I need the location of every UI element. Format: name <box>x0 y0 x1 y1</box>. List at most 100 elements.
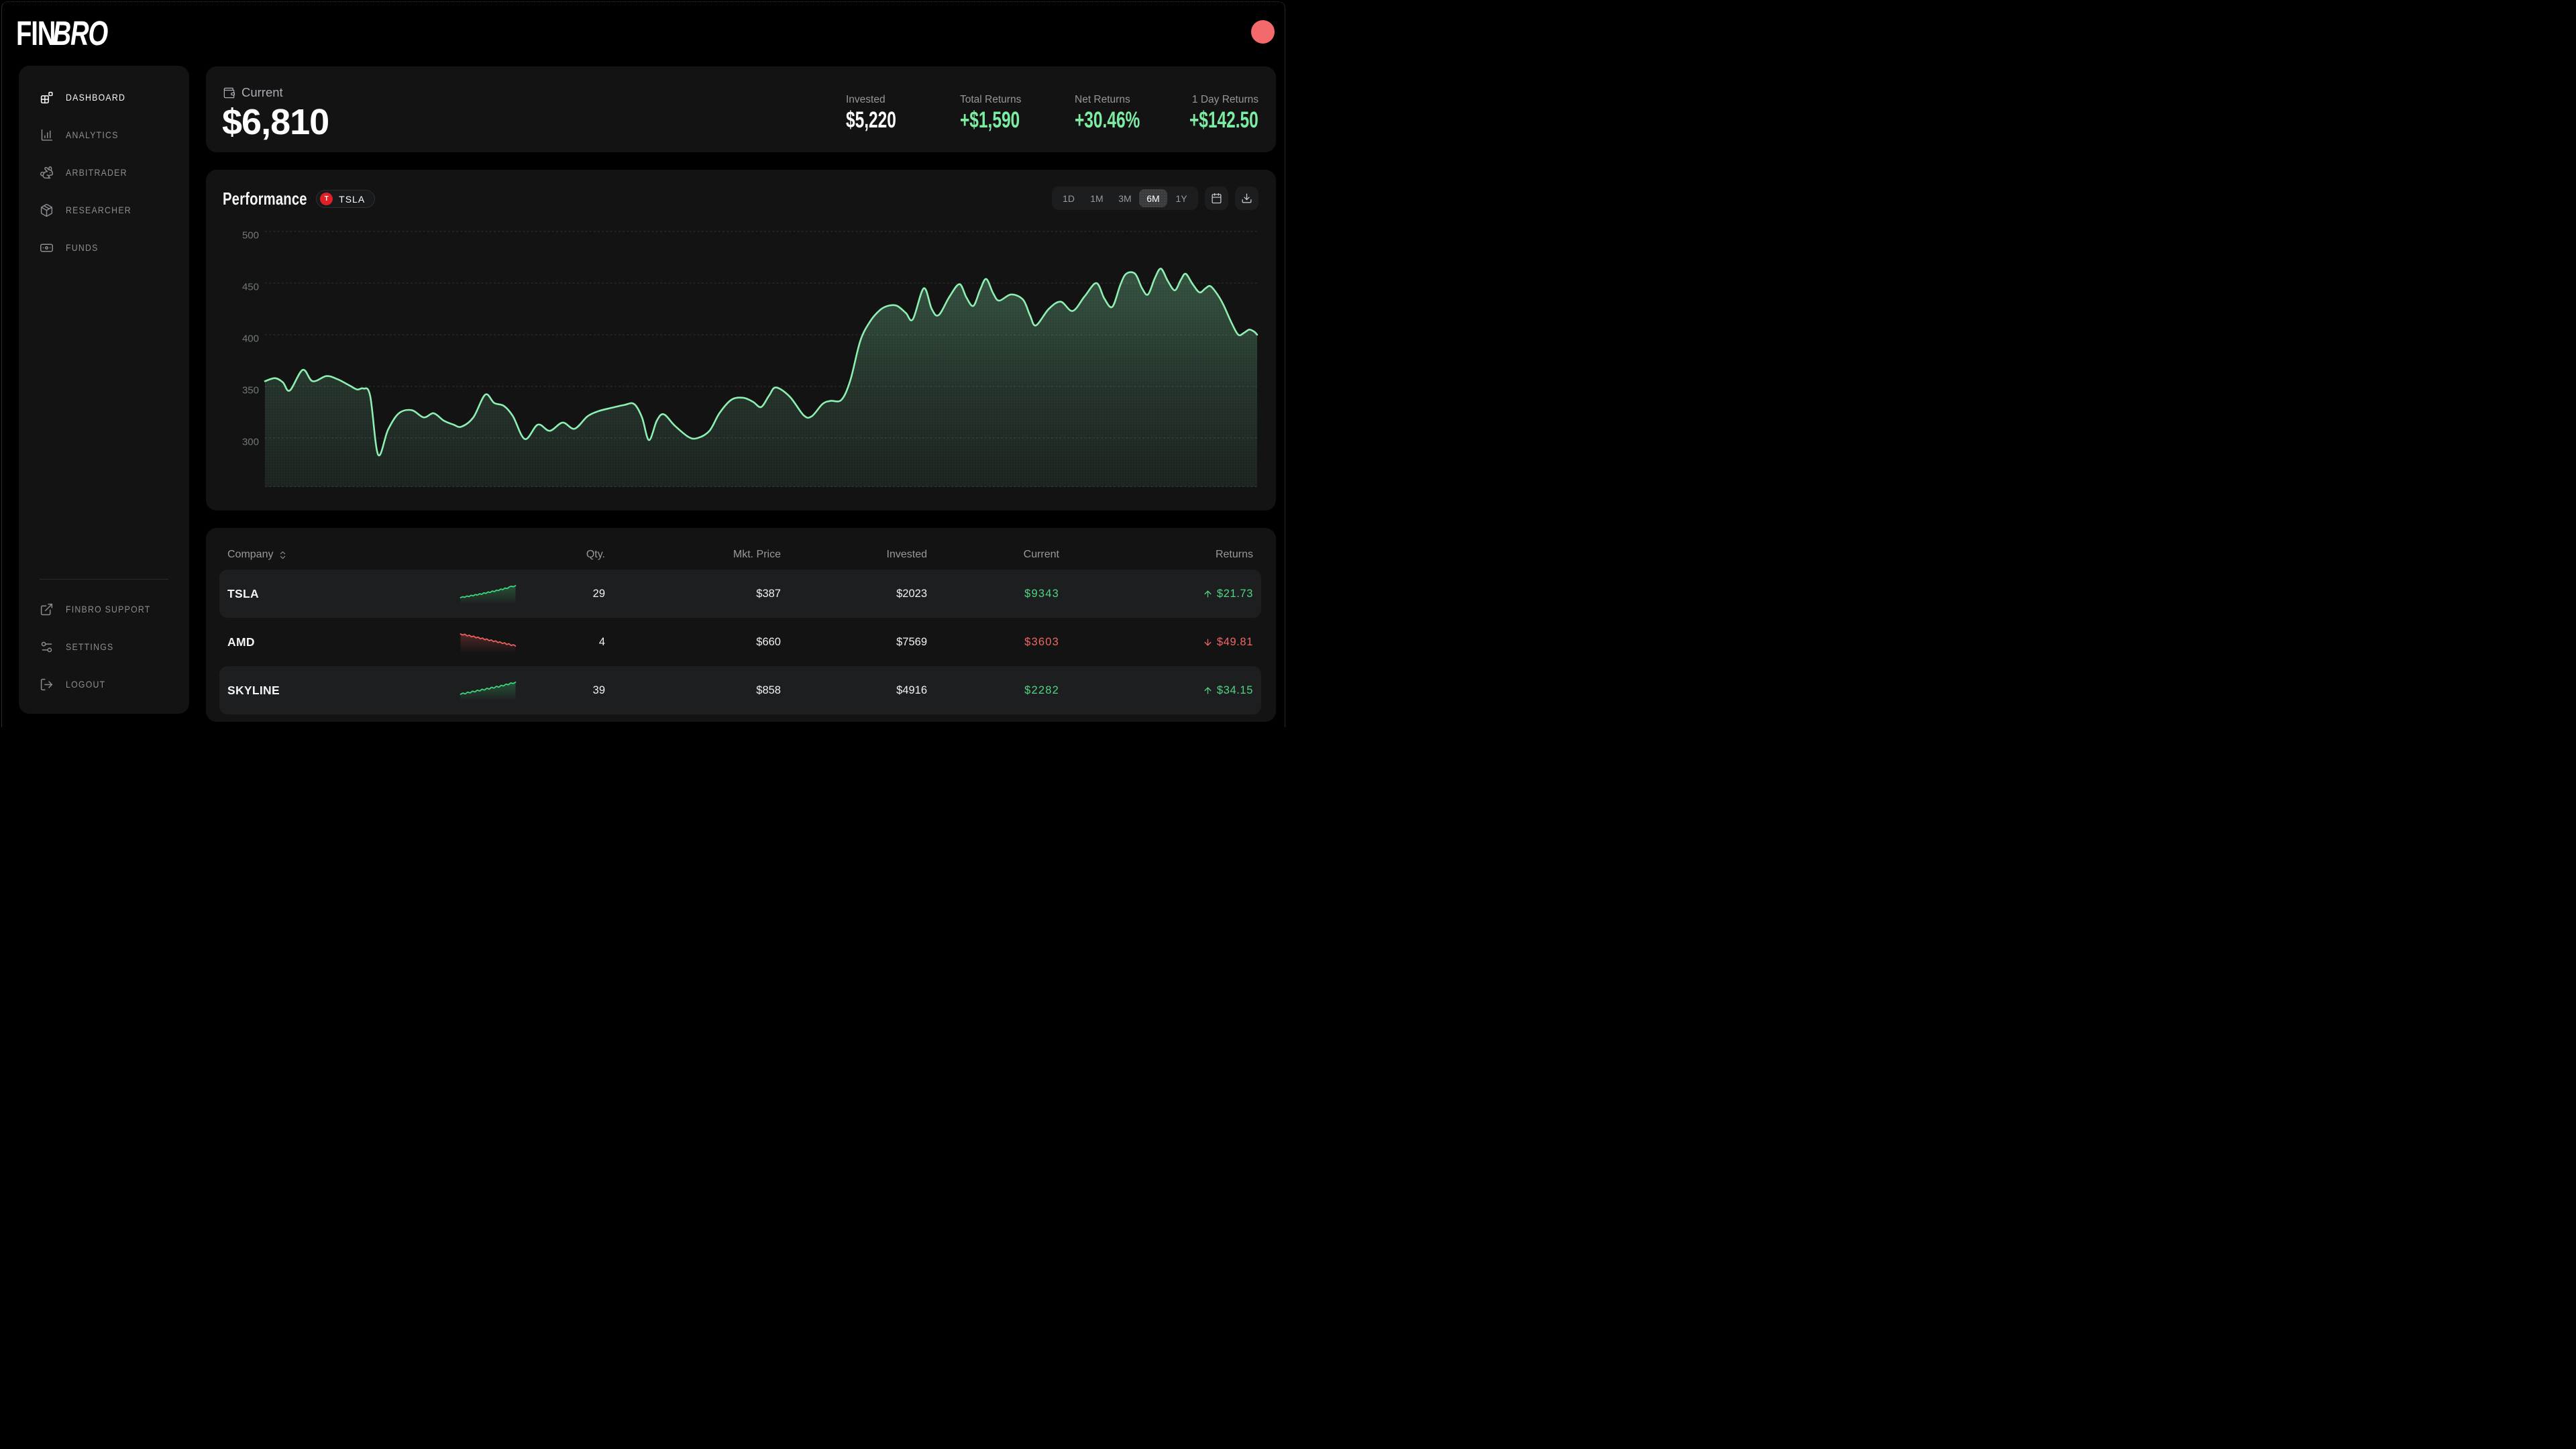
range-1D[interactable]: 1D <box>1063 193 1075 204</box>
cell-company: SKYLINE <box>227 683 280 697</box>
box-icon <box>40 203 53 217</box>
sparkline-up <box>460 682 517 700</box>
chart-svg <box>264 231 1258 487</box>
range-3M[interactable]: 3M <box>1118 193 1132 204</box>
cell-invested: $2023 <box>896 587 927 600</box>
ticker-logo: T <box>320 193 333 205</box>
sidebar-item-dashboard[interactable]: DASHBOARD <box>19 78 189 116</box>
sidebar-item-label: FINBRO SUPPORT <box>66 604 151 614</box>
rabbit-icon <box>40 166 53 178</box>
arrowUp-icon <box>1204 687 1212 694</box>
calendar-button[interactable] <box>1205 186 1228 210</box>
cell-company: TSLA <box>227 586 259 600</box>
cell-returns: $49.81 <box>1059 636 1253 649</box>
col-returns: Returns <box>1215 549 1253 560</box>
cell-sparkline <box>460 680 517 700</box>
range-6M[interactable]: 6M <box>1139 189 1167 207</box>
avatar[interactable] <box>1251 20 1275 44</box>
holding-row-amd[interactable]: AMD 4 $660 $7569 $3603 $49.81 <box>219 618 1261 666</box>
logout-icon <box>40 678 53 690</box>
holding-row-tsla[interactable]: TSLA 29 $387 $2023 $9343 $21.73 <box>219 570 1261 618</box>
calendar-icon <box>1212 193 1222 204</box>
sidebar-item-label: SETTINGS <box>66 641 114 652</box>
cell-sparkline <box>460 584 517 604</box>
cell-qty: 39 <box>592 684 605 696</box>
sidebar-item-label: DASHBOARD <box>66 92 126 103</box>
cell-returns: $21.73 <box>1059 588 1253 600</box>
col-invested: Invested <box>886 549 927 560</box>
arrowDown-icon <box>1204 639 1212 645</box>
range-selector: 1D 1M 3M 6M 1Y <box>1052 186 1198 210</box>
sort-icon <box>280 551 286 559</box>
cell-current: $3603 <box>1024 635 1059 648</box>
chart-area-dots <box>265 268 1257 487</box>
stat-label: 1 Day Returns <box>1191 94 1258 105</box>
download-button[interactable] <box>1235 186 1258 210</box>
sidebar-item-label: ARBITRADER <box>66 167 127 178</box>
sliders-icon <box>41 641 52 652</box>
stat-1-day-returns: 1 Day Returns +$142.50 <box>1163 94 1258 133</box>
external-icon <box>40 603 53 615</box>
cell-qty: 29 <box>592 587 605 600</box>
wallet-icon <box>223 87 235 98</box>
finbro-logo: FINBRO <box>16 13 108 53</box>
cell-company: AMD <box>227 635 255 649</box>
sidebar-item-settings[interactable]: SETTINGS <box>19 628 189 665</box>
range-1M[interactable]: 1M <box>1090 193 1104 204</box>
y-axis-label-350: 350 <box>241 384 259 396</box>
dashboard-icon <box>40 91 53 103</box>
sidebar-item-label: LOGOUT <box>66 679 106 690</box>
performance-card: Performance T TSLA 1D 1M 3M 6M 1Y 5 <box>206 170 1276 511</box>
stat-net-returns: Net Returns +30.46% <box>1075 94 1165 133</box>
chart-line <box>264 268 1258 457</box>
range-1Y[interactable]: 1Y <box>1175 193 1187 204</box>
stat-value: +30.46% <box>1075 107 1140 133</box>
cell-invested: $4916 <box>896 684 927 696</box>
cell-price: $858 <box>756 684 781 696</box>
col-price: Mkt. Price <box>733 549 781 560</box>
current-value: $6,810 <box>222 102 329 142</box>
sidebar-item-finbro-support[interactable]: FINBRO SUPPORT <box>19 590 189 628</box>
cell-invested: $7569 <box>896 635 927 648</box>
sparkline-up <box>460 585 517 604</box>
y-axis-label-500: 500 <box>241 229 259 241</box>
y-axis-label-450: 450 <box>241 281 259 293</box>
arrowUp-icon <box>1204 590 1212 597</box>
stat-value: +$1,590 <box>960 107 1020 133</box>
stat-label: Total Returns <box>960 94 1022 105</box>
cell-price: $660 <box>756 635 781 648</box>
stat-total-returns: Total Returns +$1,590 <box>960 94 1043 133</box>
sidebar-item-label: RESEARCHER <box>66 205 131 215</box>
download-icon <box>1242 193 1252 203</box>
analytics-icon <box>41 129 53 141</box>
sidebar-item-analytics[interactable]: ANALYTICS <box>19 116 189 154</box>
ticker-symbol: TSLA <box>339 193 366 205</box>
sidebar-divider <box>40 579 168 580</box>
summary-card: Current $6,810 Invested $5,220 Total Ret… <box>206 66 1276 152</box>
sidebar-item-label: FUNDS <box>66 242 99 253</box>
chart-controls: 1D 1M 3M 6M 1Y <box>1052 186 1258 210</box>
stat-value: $5,220 <box>846 107 896 133</box>
cell-returns: $34.15 <box>1059 684 1253 697</box>
sidebar-item-logout[interactable]: LOGOUT <box>19 665 189 703</box>
col-current: Current <box>1023 549 1059 560</box>
holding-row-skyline[interactable]: SKYLINE 39 $858 $4916 $2282 $34.15 <box>219 666 1261 714</box>
cell-current: $2282 <box>1024 684 1059 696</box>
banknote-icon <box>40 244 53 252</box>
sidebar: DASHBOARD ANALYTICS ARBITRADER RESEARCHER FU… <box>19 66 189 714</box>
stat-label: Invested <box>846 94 885 105</box>
stat-invested: Invested $5,220 <box>846 94 916 133</box>
cell-qty: 4 <box>598 635 605 648</box>
sidebar-item-funds[interactable]: FUNDS <box>19 229 189 266</box>
col-company[interactable]: Company <box>227 549 460 561</box>
sidebar-spacer <box>19 266 189 579</box>
stat-value: +$142.50 <box>1189 107 1258 133</box>
ticker-pill[interactable]: T TSLA <box>316 190 376 208</box>
y-axis-label-400: 400 <box>241 333 259 345</box>
sidebar-item-researcher[interactable]: RESEARCHER <box>19 191 189 229</box>
sidebar-item-arbitrader[interactable]: ARBITRADER <box>19 154 189 191</box>
performance-title: Performance <box>223 189 307 209</box>
cell-price: $387 <box>756 587 781 600</box>
stat-label: Net Returns <box>1075 94 1130 105</box>
sidebar-item-label: ANALYTICS <box>66 129 119 140</box>
